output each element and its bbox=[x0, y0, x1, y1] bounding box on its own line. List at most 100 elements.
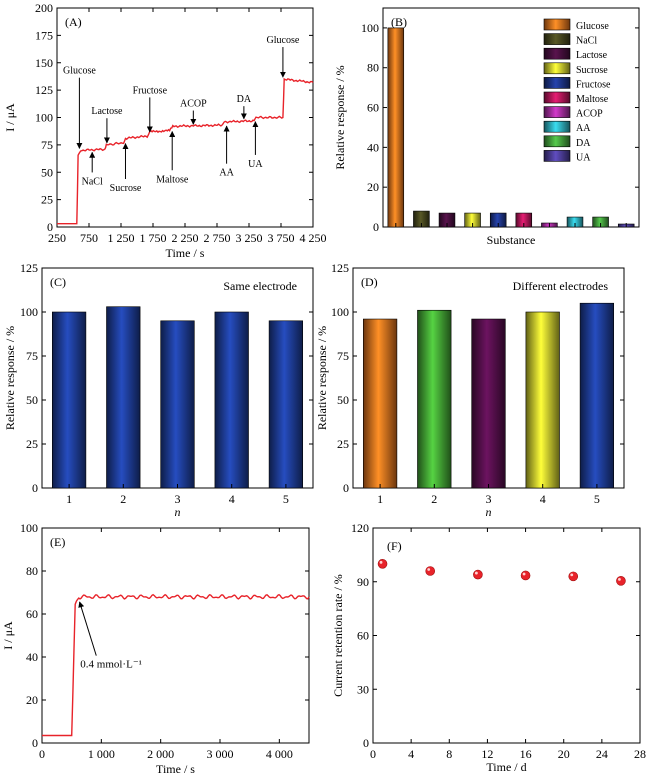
legend-label: DA bbox=[576, 138, 591, 149]
point-highlight bbox=[522, 572, 526, 576]
bar bbox=[268, 320, 304, 489]
annotation-label: Maltose bbox=[156, 174, 189, 185]
legend-swatch bbox=[543, 47, 571, 60]
legend-label: NaCl bbox=[576, 36, 597, 47]
x-tick-label: 0 bbox=[39, 747, 45, 761]
x-tick-label: 3 750 bbox=[268, 231, 295, 245]
panel-c: 0 25 50 75 100 125 Relative response / % 1 2 3 4 5 (… bbox=[3, 261, 314, 519]
bar bbox=[471, 318, 506, 489]
x-axis-label: Time / d bbox=[486, 760, 526, 774]
y-tick-label: 0 bbox=[343, 481, 349, 495]
annotation-label: AA bbox=[219, 168, 234, 179]
panel-label: (F) bbox=[387, 539, 402, 553]
y-tick-label: 20 bbox=[26, 693, 38, 707]
bar bbox=[106, 306, 141, 489]
y-tick-label: 100 bbox=[361, 21, 379, 35]
x-tick-label: 1 000 bbox=[88, 747, 115, 761]
x-tick-label: 4 250 bbox=[300, 231, 327, 245]
y-tick-label: 100 bbox=[331, 305, 349, 319]
y-tick-label: 100 bbox=[20, 305, 38, 319]
legend-swatch bbox=[543, 106, 571, 118]
x-tick-label: 2 bbox=[120, 492, 126, 506]
point-highlight bbox=[427, 568, 431, 571]
x-tick-label: 750 bbox=[80, 231, 98, 245]
x-tick-label: 2 000 bbox=[147, 747, 174, 761]
y-tick-label: 25 bbox=[41, 193, 53, 207]
bar bbox=[417, 309, 452, 489]
bar bbox=[525, 311, 560, 489]
x-tick-label: 1 250 bbox=[108, 231, 135, 245]
x-tick-label: 20 bbox=[558, 747, 570, 761]
y-tick-label: 30 bbox=[357, 682, 369, 696]
current-trace bbox=[42, 593, 310, 737]
y-axis-label: Relative response / % bbox=[3, 326, 17, 430]
x-tick-label: 5 bbox=[594, 492, 600, 506]
x-tick-label: 1 750 bbox=[140, 231, 167, 245]
plot-frame bbox=[41, 527, 310, 744]
legend-label: AA bbox=[576, 123, 591, 134]
y-tick-label: 200 bbox=[35, 1, 53, 15]
y-axis-label: I / μA bbox=[3, 103, 17, 132]
panel-e: 0 20 40 60 80 100 I / μA 0 1 000 2 000 3 000 4 000 T… bbox=[1, 521, 310, 775]
y-tick-label: 25 bbox=[337, 437, 349, 451]
y-tick-label: 125 bbox=[35, 83, 53, 97]
point-highlight bbox=[474, 571, 478, 575]
x-tick-label: 3 000 bbox=[207, 747, 234, 761]
x-tick-label: 2 250 bbox=[172, 231, 199, 245]
y-tick-label: 60 bbox=[357, 629, 369, 643]
x-tick-label: 4 bbox=[408, 747, 414, 761]
panel-label: (C) bbox=[50, 275, 66, 289]
data-point bbox=[377, 559, 388, 569]
annotation-label: Fructose bbox=[133, 85, 168, 96]
x-tick-label: 16 bbox=[520, 747, 532, 761]
legend-swatch bbox=[543, 33, 571, 45]
x-tick-label: 3 bbox=[486, 492, 492, 506]
panel-note: Different electrodes bbox=[513, 279, 609, 293]
legend-swatch bbox=[543, 91, 571, 104]
x-axis-label: n bbox=[175, 505, 181, 519]
legend-swatch bbox=[543, 18, 571, 31]
x-tick-label: 1 bbox=[377, 492, 383, 506]
annotation-label: Sucrose bbox=[110, 183, 142, 194]
x-tick-label: 5 bbox=[283, 492, 289, 506]
legend-label: Lactose bbox=[576, 50, 608, 61]
y-tick-label: 0 bbox=[32, 481, 38, 495]
y-axis-label: Current retention rate / % bbox=[331, 574, 345, 697]
x-tick-label: 28 bbox=[634, 747, 646, 761]
legend-label: Sucrose bbox=[576, 65, 608, 76]
annotation-label: ACOP bbox=[180, 99, 207, 110]
y-tick-label: 120 bbox=[351, 521, 369, 535]
x-tick-label: 3 250 bbox=[236, 231, 263, 245]
y-tick-label: 50 bbox=[337, 393, 349, 407]
x-axis-label: Substance bbox=[487, 233, 536, 247]
data-point bbox=[568, 571, 579, 582]
y-tick-label: 100 bbox=[35, 111, 53, 125]
plot-frame bbox=[372, 527, 641, 744]
data-point bbox=[520, 570, 531, 581]
annotation-label: Lactose bbox=[91, 106, 123, 117]
x-tick-label: 4 000 bbox=[266, 747, 293, 761]
x-tick-label: 12 bbox=[481, 747, 493, 761]
y-tick-label: 175 bbox=[35, 28, 53, 42]
legend-swatch bbox=[543, 150, 571, 162]
legend-swatch bbox=[543, 120, 571, 133]
legend-swatch bbox=[543, 77, 571, 89]
x-tick-label: 2 bbox=[431, 492, 437, 506]
y-tick-label: 75 bbox=[337, 349, 349, 363]
x-tick-label: 250 bbox=[48, 231, 66, 245]
y-tick-label: 0 bbox=[32, 736, 38, 750]
y-tick-label: 90 bbox=[357, 575, 369, 589]
panel-label: (B) bbox=[391, 15, 407, 29]
bar bbox=[160, 320, 195, 489]
legend-label: ACOP bbox=[576, 109, 603, 120]
legend-label: Glucose bbox=[576, 21, 609, 32]
bar bbox=[362, 318, 398, 489]
annotation-arrow bbox=[78, 601, 97, 656]
x-axis-label: Time / s bbox=[156, 762, 195, 775]
data-point bbox=[473, 569, 483, 580]
y-tick-label: 0 bbox=[47, 220, 53, 234]
y-tick-label: 80 bbox=[367, 61, 379, 75]
panel-label: (D) bbox=[361, 275, 378, 289]
panel-f: 0 30 60 90 120 Current retention rate / % 0 4 8 1… bbox=[331, 521, 646, 774]
